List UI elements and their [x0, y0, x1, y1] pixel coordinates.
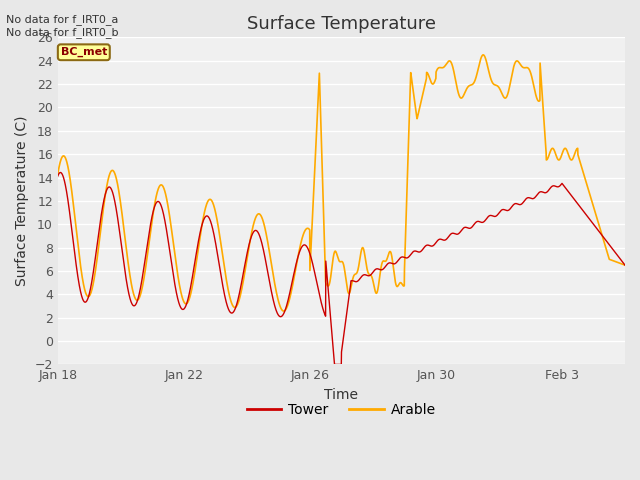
Arable — [54, 171, 61, 177]
Arable — [479, 52, 487, 58]
Text: BC_met: BC_met — [61, 47, 107, 58]
Line: Arable: Arable — [58, 55, 625, 311]
Tower — [56, 169, 64, 175]
Y-axis label: Surface Temperature (C): Surface Temperature (C) — [15, 116, 29, 286]
Tower — [611, 248, 618, 254]
Legend: Tower, Arable: Tower, Arable — [241, 398, 442, 423]
Title: Surface Temperature: Surface Temperature — [247, 15, 436, 33]
Arable — [118, 215, 126, 220]
Tower — [152, 200, 160, 205]
X-axis label: Time: Time — [324, 388, 358, 402]
Tower — [296, 248, 304, 253]
Tower — [621, 262, 629, 268]
Arable — [271, 284, 279, 289]
Tower — [54, 173, 61, 179]
Arable — [280, 308, 287, 314]
Arable — [621, 262, 629, 268]
Tower — [549, 183, 557, 189]
Arable — [152, 194, 160, 200]
Tower — [271, 305, 279, 311]
Tower — [331, 361, 339, 367]
Arable — [549, 146, 557, 152]
Text: No data for f_IRT0_a
No data for f_IRT0_b: No data for f_IRT0_a No data for f_IRT0_… — [6, 14, 119, 38]
Tower — [119, 252, 127, 258]
Arable — [296, 244, 304, 250]
Arable — [611, 258, 618, 264]
Line: Tower: Tower — [58, 172, 625, 364]
